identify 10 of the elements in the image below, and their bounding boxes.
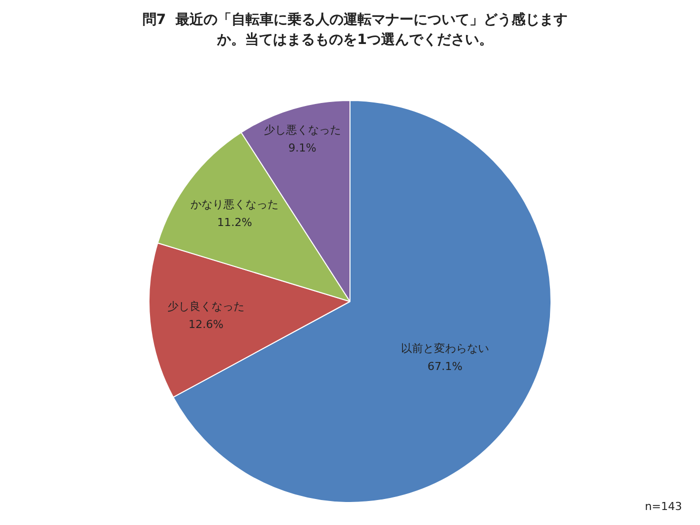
data-label: 9.1%: [288, 141, 316, 154]
data-label: 12.6%: [188, 318, 224, 331]
chart-title: 問7 最近の「自転車に乗る人の運転マナーについて」どう感じますか。当てはまるものを1つ選んでください。: [141, 11, 569, 50]
slice-label: 少し良くなった: [168, 300, 245, 313]
text: n=143: [644, 500, 682, 513]
slice-label: 以前と変わらない: [400, 342, 489, 355]
slice-label: 少し悪くなった: [264, 123, 341, 136]
data-label: 11.2%: [217, 216, 252, 230]
slice-label: かなり悪くなった: [190, 198, 279, 212]
data-label: 67.1%: [428, 360, 462, 373]
